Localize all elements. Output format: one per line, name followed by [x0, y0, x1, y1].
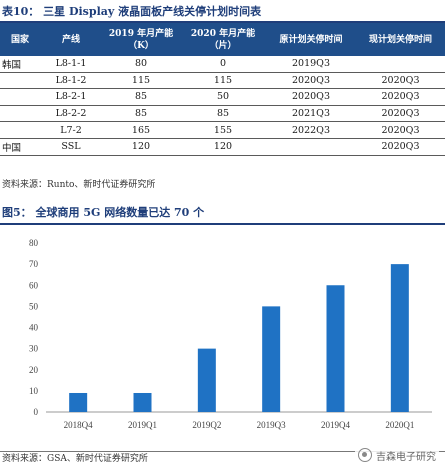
- bar: [326, 285, 345, 412]
- cell-capacity-2019: 80: [102, 56, 180, 73]
- cell-current-shutdown: 2020Q3: [356, 72, 445, 90]
- x-tick-label: 2020Q1: [385, 420, 414, 430]
- header-original-shutdown: 原计划关停时间: [266, 23, 356, 56]
- figure-source-note: 资料来源：GSA、新时代证券研究所: [2, 454, 148, 464]
- cell-capacity-2020: 50: [180, 88, 266, 106]
- cell-capacity-2020: 115: [180, 72, 266, 90]
- cell-capacity-2019: 115: [102, 72, 180, 90]
- cell-capacity-2020: 155: [180, 121, 266, 139]
- header-capacity-2020: 2020 年月产能（片）: [180, 23, 266, 56]
- cell-country: 韩国: [0, 56, 40, 73]
- cell-country: [0, 105, 40, 123]
- cell-country: [0, 72, 40, 90]
- cell-current-shutdown: 2020Q3: [356, 121, 445, 139]
- bar-chart: 0 10 20 30 40 50 60 70 80 2018Q4 2019Q1 2019Q2 2019Q…: [29, 238, 432, 430]
- table-row: L8-1-2 115 115 2020Q3 2020Q3: [0, 72, 445, 90]
- bar: [133, 392, 152, 412]
- production-line-table: 国家 产线 2019 年月产能（K） 2020 年月产能（片） 原计划关停时间 …: [0, 23, 445, 156]
- y-tick-label: 0: [34, 407, 39, 417]
- cell-original-shutdown: 2020Q3: [266, 88, 356, 106]
- y-tick-label: 60: [29, 280, 39, 290]
- wechat-logo-icon: [358, 448, 372, 462]
- x-tick-label: 2019Q2: [192, 420, 221, 430]
- cell-line: L8-2-2: [40, 105, 102, 123]
- watermark-text: 吉森电子研究: [376, 451, 436, 463]
- cell-original-shutdown: 2019Q3: [266, 56, 356, 73]
- cell-current-shutdown: [356, 56, 445, 73]
- table-row: L8-2-2 85 85 2021Q3 2020Q3: [0, 105, 445, 123]
- x-tick-label: 2019Q1: [128, 420, 157, 430]
- cell-original-shutdown: 2020Q3: [266, 72, 356, 90]
- table-row: L8-2-1 85 50 2020Q3 2020Q3: [0, 88, 445, 106]
- cell-line: SSL: [40, 138, 102, 156]
- cell-original-shutdown: 2022Q3: [266, 121, 356, 139]
- table-title: 表10： 三星 Display 液晶面板产线关停计划时间表: [2, 5, 262, 18]
- x-tick-label: 2018Q4: [64, 420, 93, 430]
- header-line: 产线: [40, 23, 102, 56]
- header-country: 国家: [0, 23, 40, 56]
- y-tick-label: 10: [29, 386, 39, 396]
- table-row: 韩国 L8-1-1 80 0 2019Q3: [0, 56, 445, 73]
- bar: [262, 306, 281, 412]
- y-tick-label: 40: [29, 323, 39, 333]
- bar: [69, 392, 88, 412]
- y-tick-label: 70: [29, 259, 39, 269]
- cell-capacity-2020: 120: [180, 138, 266, 156]
- figure-rule: [0, 223, 445, 225]
- title-rule: [0, 21, 445, 23]
- cell-original-shutdown: 2021Q3: [266, 105, 356, 123]
- cell-capacity-2020: 0: [180, 56, 266, 73]
- figure-title: 图5： 全球商用 5G 网络数量已达 70 个: [2, 206, 205, 219]
- cell-capacity-2019: 85: [102, 88, 180, 106]
- cell-capacity-2019: 85: [102, 105, 180, 123]
- table-source-note: 资料来源：Runto、新时代证券研究所: [2, 180, 156, 190]
- x-tick-label: 2019Q4: [321, 420, 350, 430]
- y-tick-label: 80: [29, 238, 39, 248]
- bar: [390, 264, 409, 412]
- cell-line: L7-2: [40, 121, 102, 139]
- table-row: 中国 SSL 120 120 2020Q3: [0, 138, 445, 156]
- cell-capacity-2020: 85: [180, 105, 266, 123]
- cell-current-shutdown: 2020Q3: [356, 105, 445, 123]
- bar: [197, 348, 216, 412]
- table-header-row: 国家 产线 2019 年月产能（K） 2020 年月产能（片） 原计划关停时间 …: [0, 23, 445, 56]
- bottom-rule: [0, 451, 445, 452]
- cell-capacity-2019: 165: [102, 121, 180, 139]
- cell-current-shutdown: 2020Q3: [356, 88, 445, 106]
- watermark: 吉森电子研究: [355, 446, 439, 464]
- y-tick-label: 20: [29, 365, 39, 375]
- x-tick-label: 2019Q3: [257, 420, 286, 430]
- cell-country: [0, 88, 40, 106]
- header-current-shutdown: 现计划关停时间: [356, 23, 445, 56]
- table-row: L7-2 165 155 2022Q3 2020Q3: [0, 121, 445, 139]
- cell-original-shutdown: [266, 138, 356, 156]
- cell-country: [0, 121, 40, 139]
- cell-line: L8-1-1: [40, 56, 102, 73]
- y-tick-label: 50: [29, 301, 39, 311]
- cell-line: L8-2-1: [40, 88, 102, 106]
- cell-current-shutdown: 2020Q3: [356, 138, 445, 156]
- header-capacity-2019: 2019 年月产能（K）: [102, 23, 180, 56]
- cell-line: L8-1-2: [40, 72, 102, 90]
- cell-capacity-2019: 120: [102, 138, 180, 156]
- cell-country: 中国: [0, 138, 40, 156]
- y-tick-label: 30: [29, 344, 39, 354]
